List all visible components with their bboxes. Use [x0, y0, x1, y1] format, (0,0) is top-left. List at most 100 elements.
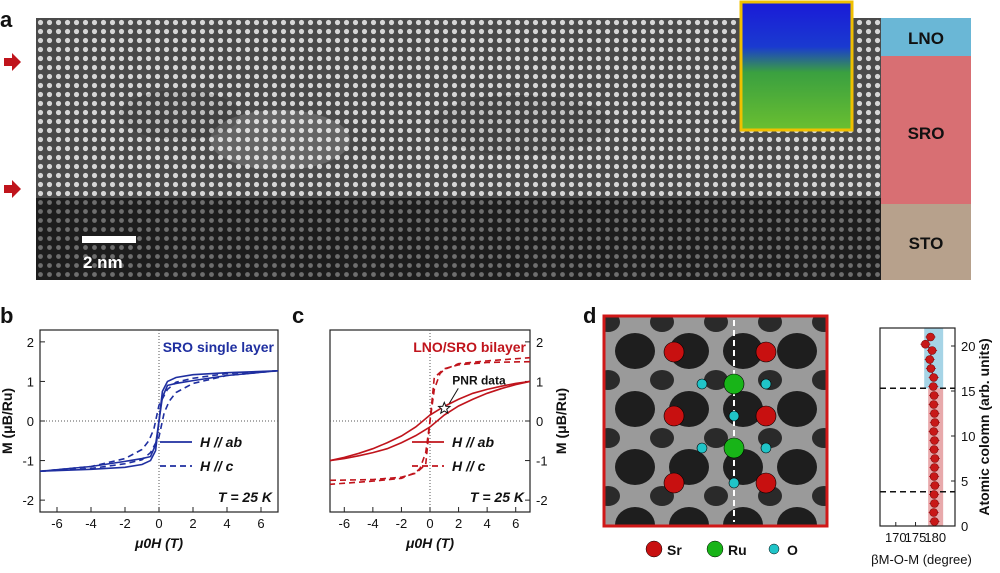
- data-point: [929, 373, 938, 382]
- data-point: [930, 418, 940, 427]
- series-branch-down: [329, 380, 531, 462]
- x-tick-label: 4: [484, 516, 491, 531]
- data-point: [930, 481, 940, 490]
- y-tick-label: 20: [961, 339, 975, 354]
- x-axis-label: βM-O-M (degree): [871, 552, 972, 567]
- chart-c: -6 -4 -2 0 2 4 6 2 1 0 -1 -2 μ0H (T) M (μB/Ru) H // ab…: [329, 329, 569, 551]
- atom-o: [728, 477, 740, 489]
- atom-ru: [723, 437, 745, 459]
- y-tick-label: 15: [961, 384, 975, 399]
- atom-legend: Sr Ru O: [645, 540, 798, 558]
- red-arrow-icon: [4, 53, 21, 71]
- legend-label: H // c: [452, 458, 486, 474]
- data-point: [929, 508, 938, 517]
- data-point: [927, 346, 937, 355]
- layer-box-lno: LNO: [881, 18, 971, 56]
- panel-label-c: c: [292, 303, 304, 328]
- x-tick-label: 6: [512, 516, 519, 531]
- layer-box-sro: SRO: [881, 56, 971, 204]
- x-tick-label: 0: [426, 516, 433, 531]
- y-tick-label: 0: [536, 414, 543, 429]
- atom-o: [696, 378, 708, 390]
- y-tick-label: 1: [27, 374, 34, 389]
- data-point: [930, 409, 939, 418]
- atom-sr: [755, 405, 777, 427]
- atom-o: [696, 442, 708, 454]
- y-tick-label: -2: [22, 493, 34, 508]
- y-axis-label: M (μB/Ru): [0, 388, 15, 454]
- plot-frame: [879, 327, 956, 527]
- x-tick-label: 2: [189, 516, 196, 531]
- y-tick-label: -1: [536, 454, 548, 469]
- pnr-callout: PNR data: [452, 373, 506, 387]
- data-point: [929, 445, 939, 454]
- x-tick-label: 170: [885, 530, 907, 545]
- series-branch-down: [39, 369, 279, 473]
- data-point: [929, 400, 938, 409]
- panel-label-b: b: [0, 303, 13, 328]
- atom-o: [760, 378, 772, 390]
- x-tick-label: -2: [396, 516, 408, 531]
- y-tick-label: -2: [536, 493, 548, 508]
- legend-label: H // c: [200, 458, 234, 474]
- atom-sr: [663, 472, 685, 494]
- data-point: [930, 499, 939, 508]
- layer-label-sto: STO: [909, 234, 944, 253]
- data-point: [930, 463, 939, 472]
- series-branch-down: [39, 369, 279, 473]
- temperature-annotation: T = 25 K: [470, 489, 525, 505]
- panel-label-a: a: [0, 7, 13, 32]
- scale-bar: 2 nm: [82, 236, 136, 272]
- legend-atom-label: O: [787, 542, 798, 558]
- data-point: [926, 332, 935, 342]
- legend-atom-ru: [706, 540, 724, 558]
- data-point: [928, 382, 938, 391]
- panel-label-d: d: [583, 303, 596, 328]
- x-tick-label: 4: [223, 516, 230, 531]
- data-point: [930, 436, 939, 445]
- data-point: [929, 391, 939, 400]
- layer-label-lno: LNO: [908, 29, 944, 48]
- x-tick-label: 2: [455, 516, 462, 531]
- y-tick-label: 1: [536, 374, 543, 389]
- x-axis-label: μ0H (T): [134, 535, 183, 551]
- y-tick-label: 10: [961, 429, 975, 444]
- y-axis-label: M (μB/Ru): [553, 388, 569, 454]
- data-point: [921, 339, 930, 349]
- atomic-model-image: [602, 314, 829, 528]
- chart-title: LNO/SRO bilayer: [413, 339, 526, 355]
- y-tick-label: 0: [961, 519, 968, 534]
- atom-sr: [663, 341, 685, 363]
- data-point: [929, 472, 939, 481]
- legend-atom-label: Sr: [667, 542, 682, 558]
- y-tick-label: 2: [536, 335, 543, 350]
- chart-title: SRO single layer: [163, 339, 275, 355]
- pnr-star-icon: [437, 400, 452, 415]
- x-tick-label: -6: [339, 516, 351, 531]
- y-tick-label: 0: [27, 414, 34, 429]
- atom-sr: [755, 472, 777, 494]
- layer-label-sro: SRO: [908, 124, 945, 143]
- atom-sr: [755, 341, 777, 363]
- data-point: [929, 490, 939, 499]
- legend-label: H // ab: [200, 434, 242, 450]
- x-tick-label: -2: [119, 516, 131, 531]
- y-tick-label: -1: [22, 454, 34, 469]
- scale-bar-label: 2 nm: [83, 253, 123, 272]
- x-tick-label: 180: [924, 530, 946, 545]
- x-tick-label: 6: [257, 516, 264, 531]
- atom-sr: [663, 405, 685, 427]
- data-point: [925, 355, 935, 364]
- atom-overlay: [663, 341, 777, 494]
- legend-atom-label: Ru: [728, 542, 747, 558]
- atom-o: [760, 442, 772, 454]
- x-axis-label: μ0H (T): [405, 535, 454, 551]
- eels-map-inset: [739, 0, 854, 132]
- y-tick-label: 5: [961, 474, 968, 489]
- data-point: [929, 427, 938, 436]
- legend-label: H // ab: [452, 434, 494, 450]
- temperature-annotation: T = 25 K: [218, 489, 273, 505]
- legend-atom-o: [768, 543, 780, 555]
